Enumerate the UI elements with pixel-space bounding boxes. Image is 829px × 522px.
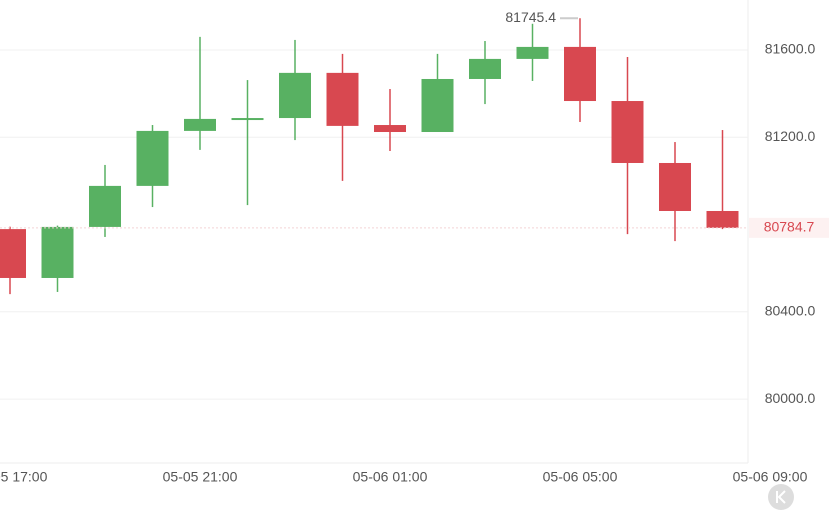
candle-body [231, 118, 264, 121]
x-tick-label: 05-06 09:00 [733, 469, 808, 485]
candle-body [421, 78, 454, 133]
candle-body [41, 226, 74, 278]
y-tick-label: 81200.0 [765, 128, 816, 144]
candle-body [326, 72, 359, 126]
y-tick-label: 80000.0 [765, 390, 816, 406]
x-tick-label: 05-05 21:00 [163, 469, 238, 485]
button-bg[interactable] [768, 484, 794, 510]
candle-body [136, 130, 169, 186]
button-icon [776, 490, 786, 504]
candle-body [659, 162, 691, 211]
max-marker-label: 81745.4 [505, 9, 556, 25]
candle-body [564, 46, 596, 102]
candle-body [516, 46, 549, 59]
candle-body [469, 58, 501, 79]
candle-body [184, 118, 216, 131]
candle-body [374, 125, 406, 133]
last-price-label: 80784.7 [764, 219, 815, 235]
candle-body [611, 101, 644, 163]
candle-body [706, 210, 739, 228]
kline-button[interactable] [768, 484, 794, 510]
y-tick-label: 81600.0 [765, 41, 816, 57]
candle-body [0, 229, 26, 278]
candle-body [89, 185, 121, 227]
x-tick-label: 05-06 05:00 [543, 469, 618, 485]
x-tick-label: 05-06 01:00 [353, 469, 428, 485]
x-tick-label: 05-05 17:00 [0, 469, 48, 485]
candle-body [279, 72, 311, 119]
y-tick-label: 80400.0 [765, 302, 816, 318]
last-price-bg [749, 217, 829, 238]
